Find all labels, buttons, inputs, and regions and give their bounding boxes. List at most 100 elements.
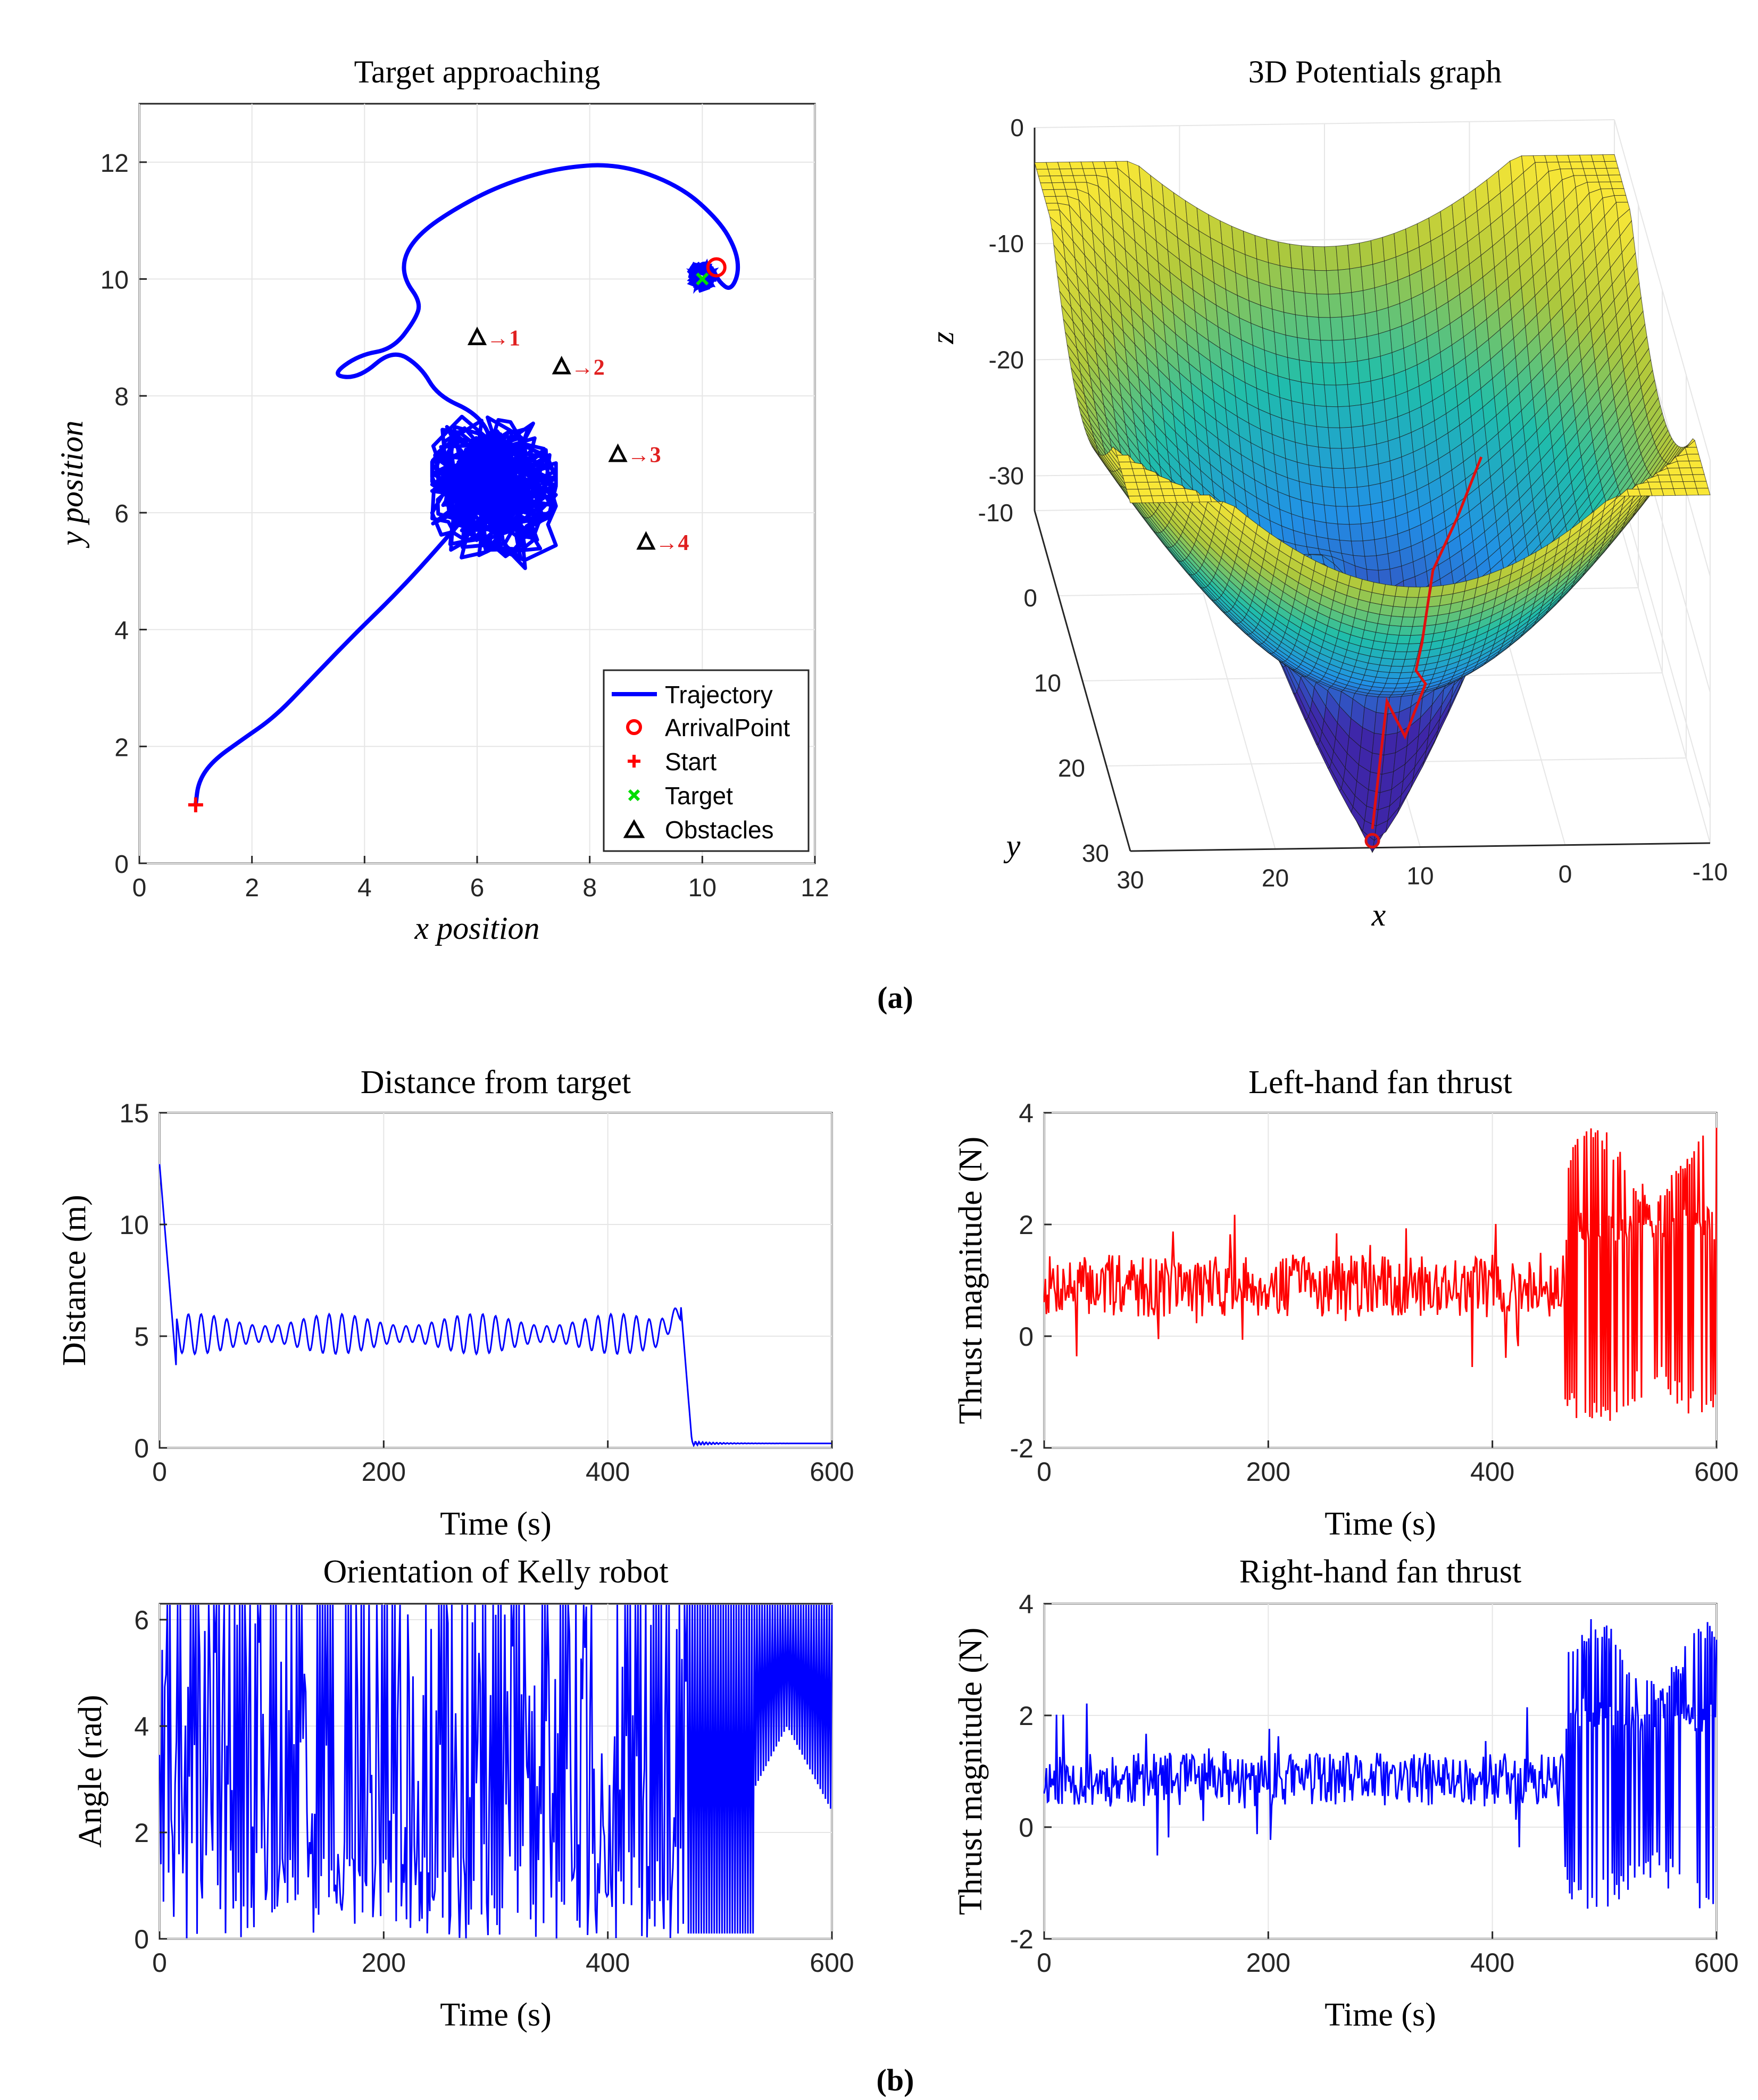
surface-patch (1293, 291, 1307, 317)
orient-ytick-label: 2 (134, 1818, 149, 1848)
surface-patch (1364, 311, 1379, 337)
surface-patch (1351, 290, 1365, 316)
surface-patch (1401, 616, 1415, 627)
target-ytick-label: 2 (114, 734, 129, 762)
surface-patch (1339, 292, 1354, 318)
surface-patch (1372, 261, 1387, 288)
orientation-chart-title: Orientation of Kelly robot (323, 1554, 668, 1590)
legend-target-icon (628, 789, 640, 802)
potential-chart-title: 3D Potentials graph (1248, 54, 1502, 89)
surface-patch (1301, 245, 1315, 271)
surface-patch (1036, 169, 1051, 177)
potential-y-label: y (1003, 828, 1021, 863)
surface-patch (1042, 189, 1056, 197)
surface-patch (1385, 678, 1400, 684)
distance-xtick-label: 200 (362, 1457, 406, 1487)
surface-patch (1661, 488, 1676, 496)
surface-patch (1334, 487, 1348, 507)
right-ytick-label: -2 (1010, 1924, 1034, 1954)
surface-patch (1393, 651, 1407, 660)
surface-patch (1384, 395, 1398, 421)
legend-arrival-icon (626, 719, 642, 735)
surface-patch (1380, 352, 1395, 379)
surface-patch (1126, 489, 1140, 497)
surface-patch (1355, 336, 1369, 362)
surface-patch (1174, 495, 1189, 503)
surface-patch (1376, 440, 1390, 465)
potential-arrival-marker (1364, 832, 1380, 848)
legend-start: Start (665, 748, 716, 776)
surface-patch (1339, 427, 1354, 449)
target-xtick-label: 12 (801, 874, 829, 902)
surface-patch (1368, 356, 1383, 382)
surface-patch (1326, 406, 1340, 428)
surface-patch (1370, 237, 1385, 265)
surface-patch (1136, 481, 1151, 490)
pot-xtick-label: -10 (1693, 858, 1728, 886)
surface-patch (1387, 672, 1402, 679)
distance-xtick-label: 600 (810, 1457, 854, 1487)
surface-patch (1072, 175, 1087, 183)
trajectory-cluster-loops (430, 414, 558, 570)
surface-patch (1336, 245, 1350, 271)
obstacle-3-icon (608, 443, 628, 462)
surface-patch (1598, 181, 1613, 189)
legend-target: Target (665, 782, 733, 810)
target-chart-title: Target approaching (354, 54, 601, 89)
left-thrust-chart-title: Left-hand fan thrust (1248, 1064, 1512, 1101)
surface-patch (1326, 270, 1340, 295)
distance-ytick-label: 0 (134, 1434, 149, 1463)
distance-xtick-label: 400 (586, 1457, 630, 1487)
surface-patch (1337, 406, 1352, 428)
surface-patch (1364, 555, 1379, 571)
orient-xtick-label: 200 (362, 1948, 406, 1978)
surface-patch (1383, 683, 1398, 689)
surface-patch (1118, 461, 1133, 470)
target-xtick-label: 6 (470, 874, 485, 902)
pot-y-axis (1034, 510, 1131, 852)
target-ytick-label: 4 (114, 617, 129, 645)
surface-patch (1355, 466, 1369, 488)
distance-ytick-label: 15 (119, 1098, 149, 1128)
surface-patch (1349, 266, 1364, 293)
pot-xtick-label: 20 (1262, 864, 1289, 891)
surface-patch (1381, 594, 1396, 607)
surface-patch (1387, 624, 1402, 636)
surface-patch (1659, 481, 1674, 489)
surface-patch (1071, 168, 1086, 176)
target-xtick-label: 0 (132, 874, 147, 902)
potentials-3d-chart: 30 20 10 0 -10 -10 0 10 20 30 0 -10 -20 -30 3D Potent… (925, 54, 1728, 932)
surface-patch (1382, 233, 1396, 262)
surface-patch (1361, 402, 1375, 427)
surface-patch (1322, 486, 1336, 507)
potential-surface (1034, 154, 1711, 853)
surface-patch (1376, 307, 1390, 335)
pot-ztick-label: 0 (1010, 114, 1024, 141)
surface-patch (1359, 504, 1373, 524)
right-thrust-y-label: Thrust magnitude (N) (953, 1628, 989, 1915)
surface-patch (1357, 359, 1371, 384)
surface-patch (1612, 188, 1627, 196)
left-thrust-x-label: Time (s) (1324, 1506, 1436, 1542)
orient-ytick-label: 4 (134, 1712, 149, 1741)
surface-patch (1297, 337, 1311, 362)
target-xtick-label: 8 (582, 874, 597, 902)
surface-patch (1579, 154, 1594, 162)
surface-patch (1159, 481, 1173, 489)
surface-patch (1163, 495, 1177, 503)
surface-patch (1351, 426, 1365, 448)
left-xtick-label: 0 (1037, 1457, 1052, 1487)
start-marker (188, 797, 203, 813)
pot-ztick-label: -20 (989, 346, 1024, 373)
obstacle-2-icon (552, 355, 571, 374)
surface-patch (1337, 523, 1352, 541)
surface-patch (1120, 468, 1135, 476)
surface-patch (1134, 475, 1148, 483)
surface-patch (1326, 522, 1340, 541)
surface-patch (1649, 488, 1664, 496)
surface-patch (1047, 169, 1062, 177)
surface-patch (1080, 161, 1095, 169)
surface-patch (1359, 380, 1373, 405)
surface-patch (1688, 460, 1703, 469)
surface-patch (1318, 446, 1332, 469)
